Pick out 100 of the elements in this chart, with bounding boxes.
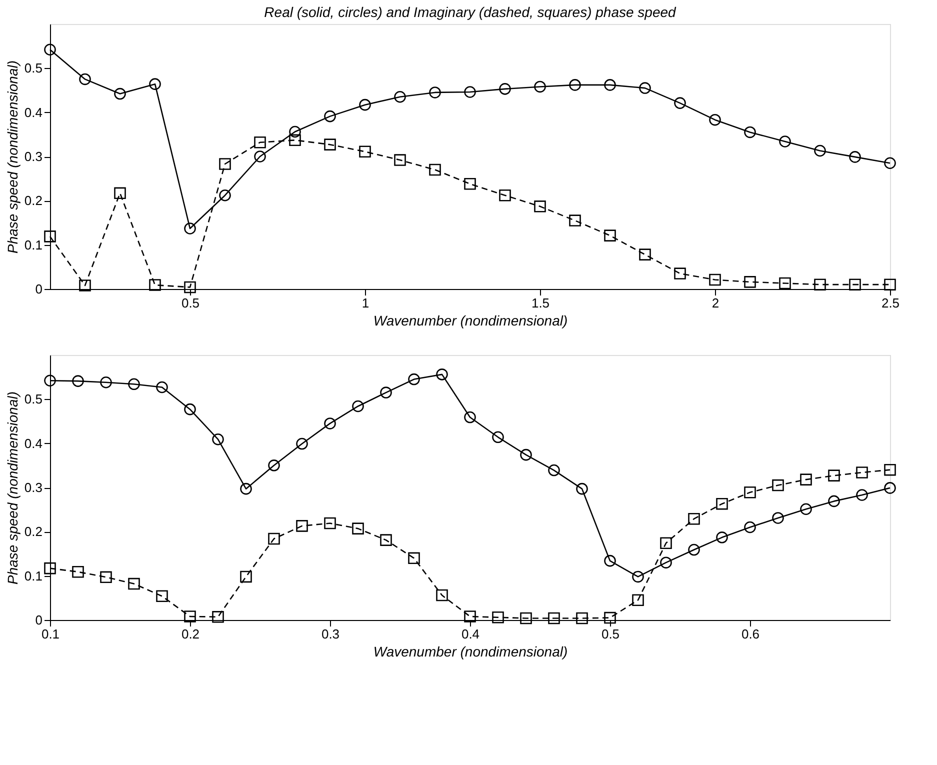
point (268, 460, 280, 472)
point (100, 376, 112, 388)
point (716, 498, 728, 510)
x-tick-label: 2.5 (881, 296, 900, 310)
point (674, 97, 686, 109)
point (604, 230, 616, 242)
point (744, 521, 756, 534)
point (296, 438, 308, 450)
point (534, 200, 546, 212)
chart-title: Real (solid, circles) and Imaginary (dashed, squares) phase speed (264, 4, 678, 20)
point (828, 495, 840, 508)
point (520, 448, 532, 461)
point (744, 486, 756, 498)
point (639, 82, 651, 94)
x-tick-label: 1.5 (531, 296, 550, 310)
point (779, 136, 791, 148)
y-tick-label: 0 (35, 612, 42, 628)
point (576, 612, 588, 624)
point (436, 368, 448, 380)
point (492, 431, 504, 444)
point (639, 248, 651, 260)
point (884, 464, 896, 476)
point (660, 556, 672, 568)
point (499, 189, 511, 202)
point (149, 279, 161, 291)
point (828, 470, 840, 482)
point (744, 126, 756, 138)
point (534, 80, 546, 93)
point (156, 381, 168, 394)
point (296, 520, 308, 532)
point (814, 144, 826, 157)
point (814, 278, 826, 290)
point (569, 79, 581, 91)
point (79, 73, 91, 86)
point (359, 146, 371, 158)
point (464, 411, 476, 424)
x-tick-label: 0.6 (741, 626, 760, 642)
point (569, 214, 581, 226)
x-tick-label: 0.2 (181, 626, 200, 642)
point (212, 611, 224, 623)
point (100, 571, 112, 584)
point (44, 562, 56, 574)
point (800, 503, 812, 516)
point (219, 158, 231, 170)
point (548, 464, 560, 476)
point (254, 136, 266, 148)
point (709, 114, 721, 126)
x-tick-label: 0.3 (321, 626, 340, 642)
y-axis-title: Phase speed (nondimensional) (4, 391, 20, 585)
point (394, 154, 406, 166)
point (359, 98, 371, 111)
point (576, 482, 588, 495)
point (352, 522, 364, 534)
point (464, 178, 476, 190)
point (219, 189, 231, 202)
point (408, 373, 420, 386)
point (674, 268, 686, 280)
x-tick-label: 2 (712, 296, 720, 310)
point (604, 79, 616, 91)
point (72, 375, 84, 387)
y-axis-title: Phase speed (nondimensional) (4, 60, 20, 254)
point (884, 278, 896, 290)
point (324, 418, 336, 430)
point (44, 44, 56, 56)
point (849, 278, 861, 290)
point (520, 612, 532, 624)
point (856, 489, 868, 501)
point (289, 134, 301, 146)
y-tick-label: 0.3 (24, 149, 42, 164)
point (114, 187, 126, 200)
point (394, 90, 406, 103)
point (499, 83, 511, 95)
point (429, 86, 441, 98)
point (884, 157, 896, 170)
x-tick-label: 1 (362, 296, 370, 310)
point (114, 88, 126, 100)
y-tick-label: 0.2 (24, 524, 42, 540)
y-tick-label: 0 (35, 282, 42, 296)
point (709, 274, 721, 286)
y-tick-label: 0.3 (24, 480, 42, 495)
point (632, 570, 644, 583)
point (688, 512, 700, 525)
point (856, 466, 868, 478)
point (604, 554, 616, 567)
point (660, 537, 672, 550)
point (44, 374, 56, 386)
point (324, 517, 336, 530)
point (268, 532, 280, 545)
point (380, 534, 392, 546)
point (800, 474, 812, 486)
point (464, 86, 476, 98)
y-tick-label: 0.4 (24, 104, 42, 120)
point (44, 230, 56, 242)
point (779, 277, 791, 290)
point (632, 594, 644, 606)
point (604, 612, 616, 624)
point (128, 378, 140, 390)
point (436, 589, 448, 602)
point (72, 566, 84, 578)
y-tick-label: 0.2 (24, 193, 42, 208)
